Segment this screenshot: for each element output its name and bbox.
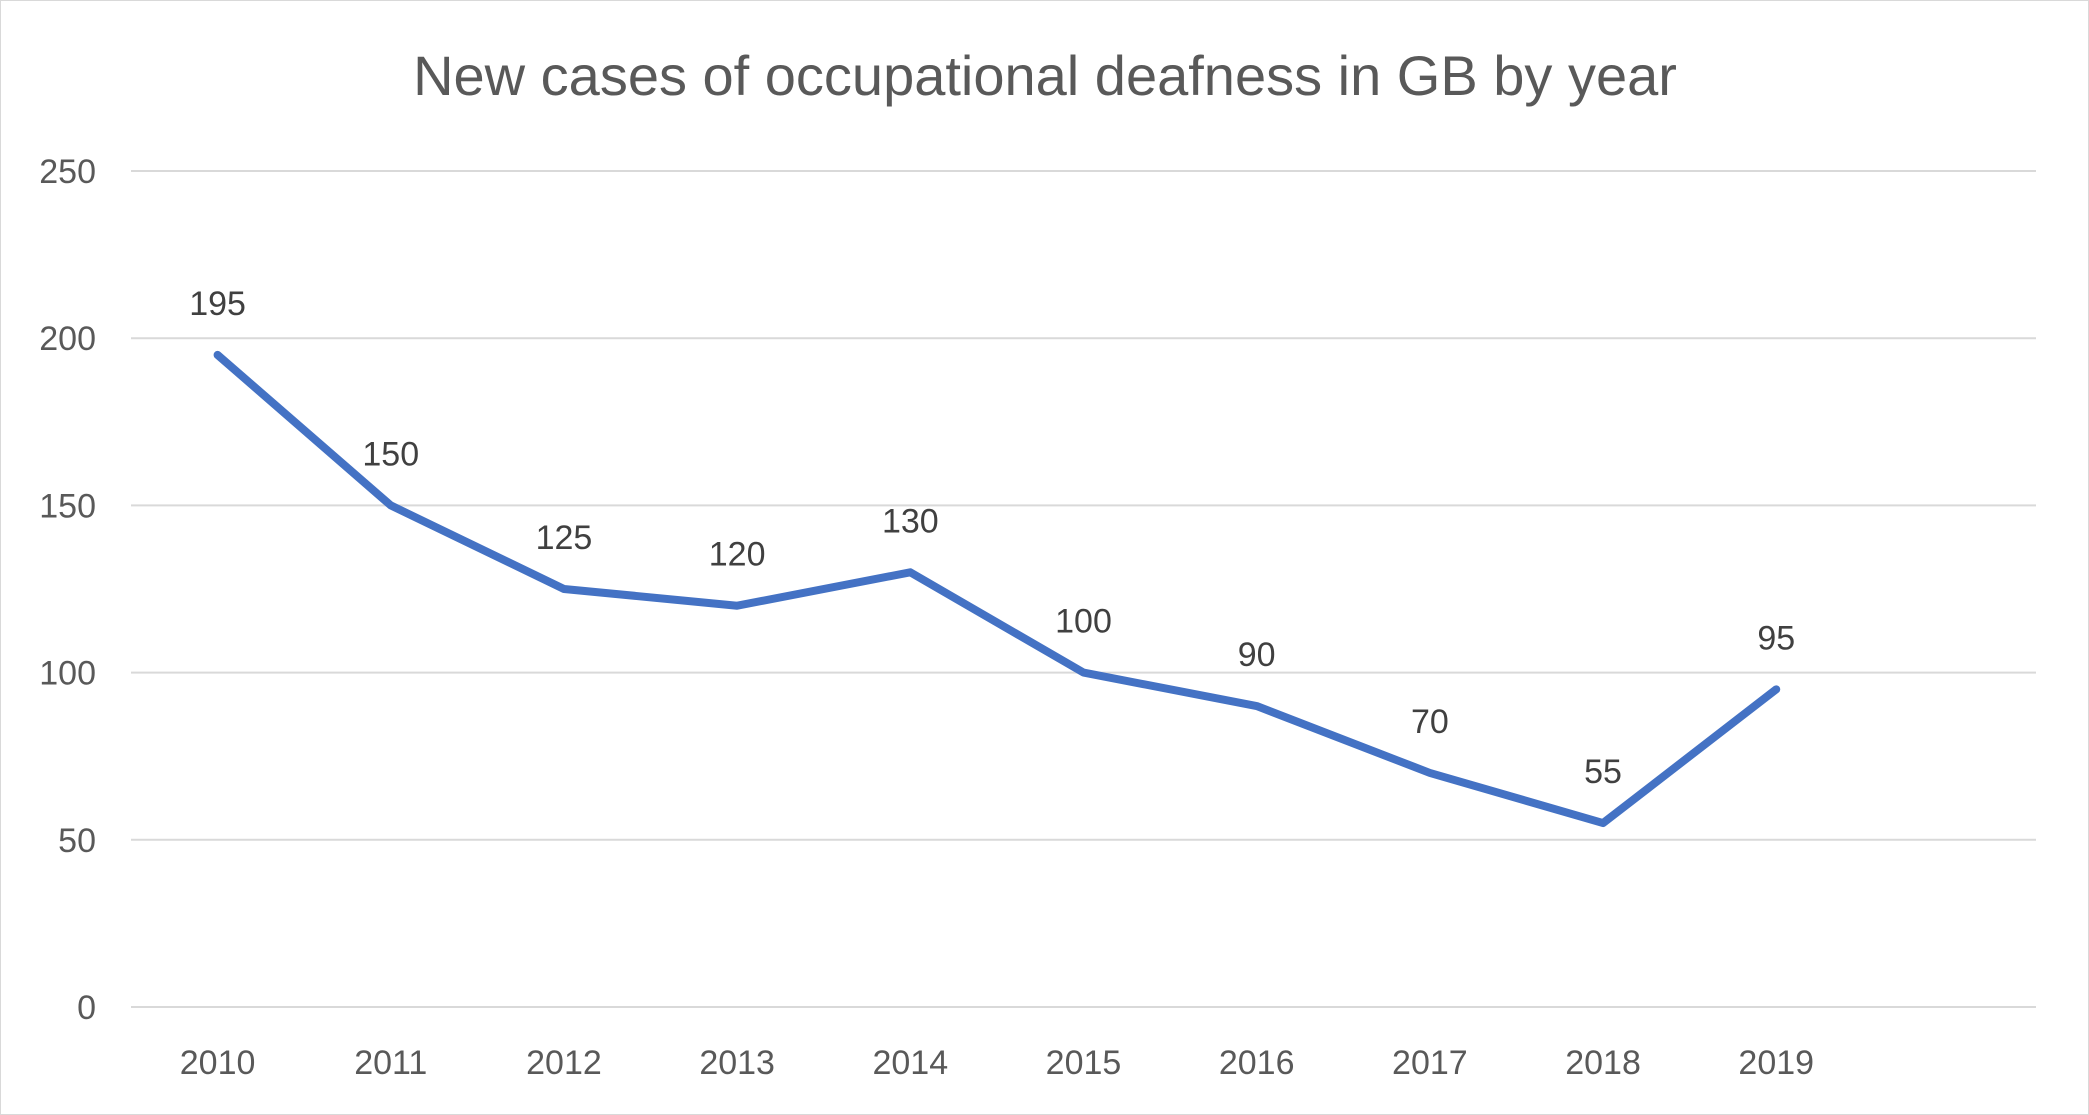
x-tick-label: 2019 [1738,1044,1814,1082]
x-tick-label: 2012 [526,1044,602,1082]
y-tick-label: 50 [58,822,96,860]
x-tick-label: 2018 [1565,1044,1641,1082]
data-label: 55 [1584,753,1622,791]
y-tick-label: 100 [39,655,96,693]
data-label: 70 [1411,703,1449,741]
x-tick-label: 2015 [1046,1044,1122,1082]
x-tick-label: 2017 [1392,1044,1468,1082]
y-axis-tick-labels: 0 50 100 150 200 250 [39,153,96,1027]
y-tick-label: 250 [39,153,96,191]
x-tick-label: 2010 [180,1044,256,1082]
x-axis-tick-labels: 2010 2011 2012 2013 2014 2015 2016 2017 2018 2019 [180,1044,1814,1082]
x-tick-label: 2013 [699,1044,775,1082]
data-label: 125 [536,519,593,557]
data-label: 150 [362,435,419,473]
series-line [213,350,1781,828]
x-tick-label: 2011 [354,1044,427,1082]
x-tick-label: 2016 [1219,1044,1295,1082]
x-tick-label: 2014 [872,1044,948,1082]
gridlines [131,170,2036,1008]
data-label: 195 [189,285,246,323]
data-label: 100 [1055,603,1112,641]
data-label: 120 [709,536,766,574]
data-labels: 195 150 125 120 130 100 90 70 55 95 [189,285,1795,791]
series-lines [213,350,1781,828]
data-label: 130 [882,502,939,540]
data-label: 95 [1757,619,1795,657]
y-tick-label: 200 [39,320,96,358]
y-tick-label: 150 [39,487,96,525]
chart-title: New cases of occupational deafness in GB… [413,44,1677,107]
y-tick-label: 0 [77,989,96,1027]
data-label: 90 [1238,636,1276,674]
